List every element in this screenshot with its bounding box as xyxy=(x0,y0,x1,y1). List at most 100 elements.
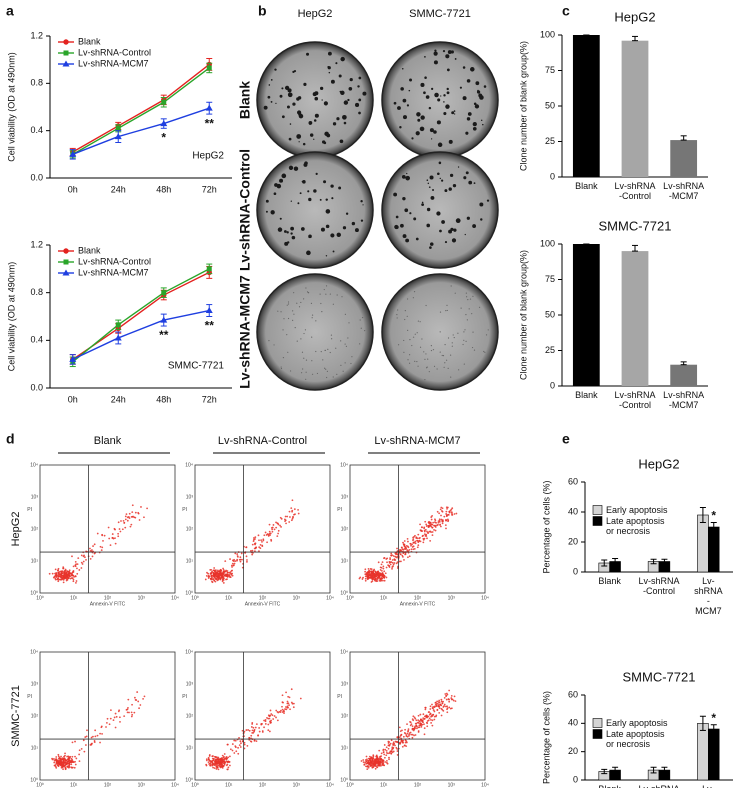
event-dot xyxy=(209,761,212,764)
event-dot xyxy=(430,718,432,721)
event-dot xyxy=(452,699,455,702)
colony xyxy=(306,291,309,293)
x-tick-label: 10² xyxy=(414,782,422,788)
event-dot xyxy=(435,521,437,524)
event-dot xyxy=(91,549,93,551)
event-dot xyxy=(94,735,97,738)
event-dot xyxy=(395,741,398,743)
event-dot xyxy=(215,756,217,759)
event-dot xyxy=(248,736,251,739)
event-dot xyxy=(55,759,58,762)
colony xyxy=(284,241,289,246)
colony xyxy=(268,340,270,342)
event-dot xyxy=(72,578,75,581)
event-dot xyxy=(390,561,393,563)
event-dot xyxy=(221,580,224,583)
event-dot xyxy=(73,575,76,578)
x-tick-label: Lv-shRNA -MCM7 xyxy=(694,784,723,788)
column-header: Lv-shRNA-Control xyxy=(218,435,307,447)
colony xyxy=(273,344,275,346)
event-dot xyxy=(237,746,239,749)
colony xyxy=(433,60,438,65)
event-dot xyxy=(432,709,435,711)
marker xyxy=(206,266,212,272)
colony xyxy=(291,235,296,240)
event-dot xyxy=(114,712,117,715)
event-dot xyxy=(66,763,68,765)
column-header: Lv-shRNA-MCM7 xyxy=(374,435,460,447)
event-dot xyxy=(423,727,426,730)
colony xyxy=(300,338,302,340)
event-dot xyxy=(227,766,230,769)
event-dot xyxy=(428,717,431,720)
event-dot xyxy=(267,729,270,732)
event-dot xyxy=(208,754,211,756)
colony xyxy=(310,302,313,304)
colony xyxy=(325,224,330,229)
y-tick-label: 10⁰ xyxy=(185,777,193,783)
event-dot xyxy=(288,521,291,523)
event-dot xyxy=(229,572,232,575)
event-dot xyxy=(422,537,425,540)
colony xyxy=(462,343,464,346)
event-dot xyxy=(214,578,217,580)
event-dot xyxy=(381,561,384,564)
event-dot xyxy=(117,535,120,538)
marker xyxy=(63,259,69,265)
event-dot xyxy=(114,542,117,545)
event-dot xyxy=(57,580,60,583)
colony xyxy=(442,50,446,53)
event-dot xyxy=(222,567,224,570)
event-dot xyxy=(66,578,69,581)
event-dot xyxy=(245,555,248,558)
event-dot xyxy=(434,519,437,522)
error-bar xyxy=(601,768,608,775)
colony xyxy=(416,332,418,334)
event-dot xyxy=(53,761,56,764)
event-dot xyxy=(453,695,456,698)
colony xyxy=(428,106,432,110)
series-line xyxy=(72,271,210,360)
colony xyxy=(431,87,434,90)
event-dot xyxy=(420,724,423,727)
legend-label: Blank xyxy=(78,36,101,46)
event-dot xyxy=(431,703,433,706)
event-dot xyxy=(117,521,120,524)
colony xyxy=(451,345,453,347)
event-dot xyxy=(426,531,429,534)
event-dot xyxy=(429,705,432,708)
colony xyxy=(467,112,472,116)
event-dot xyxy=(61,766,64,769)
colony xyxy=(416,112,421,117)
colony xyxy=(430,345,432,347)
colony xyxy=(344,313,346,315)
panel-letter: c xyxy=(562,3,570,19)
bar xyxy=(708,526,720,573)
colony xyxy=(416,360,418,363)
event-dot xyxy=(291,517,294,520)
event-dot xyxy=(434,529,437,532)
event-dot xyxy=(91,742,93,745)
event-dot xyxy=(222,579,225,581)
event-dot xyxy=(363,763,366,766)
colony xyxy=(347,337,349,339)
event-dot xyxy=(450,694,453,697)
colony xyxy=(340,56,345,62)
event-dot xyxy=(271,528,274,531)
event-dot xyxy=(380,755,383,758)
event-dot xyxy=(258,730,261,733)
event-dot xyxy=(119,530,122,533)
y-tick-label: 10³ xyxy=(186,494,194,500)
event-dot xyxy=(215,762,218,765)
marker xyxy=(63,248,69,254)
event-dot xyxy=(369,757,371,760)
event-dot xyxy=(216,766,219,769)
colony xyxy=(408,362,411,364)
event-dot xyxy=(77,557,80,560)
x-tick-label: 10⁰ xyxy=(346,782,354,788)
event-dot xyxy=(261,540,263,543)
event-dot xyxy=(51,757,53,760)
event-dot xyxy=(80,561,83,564)
